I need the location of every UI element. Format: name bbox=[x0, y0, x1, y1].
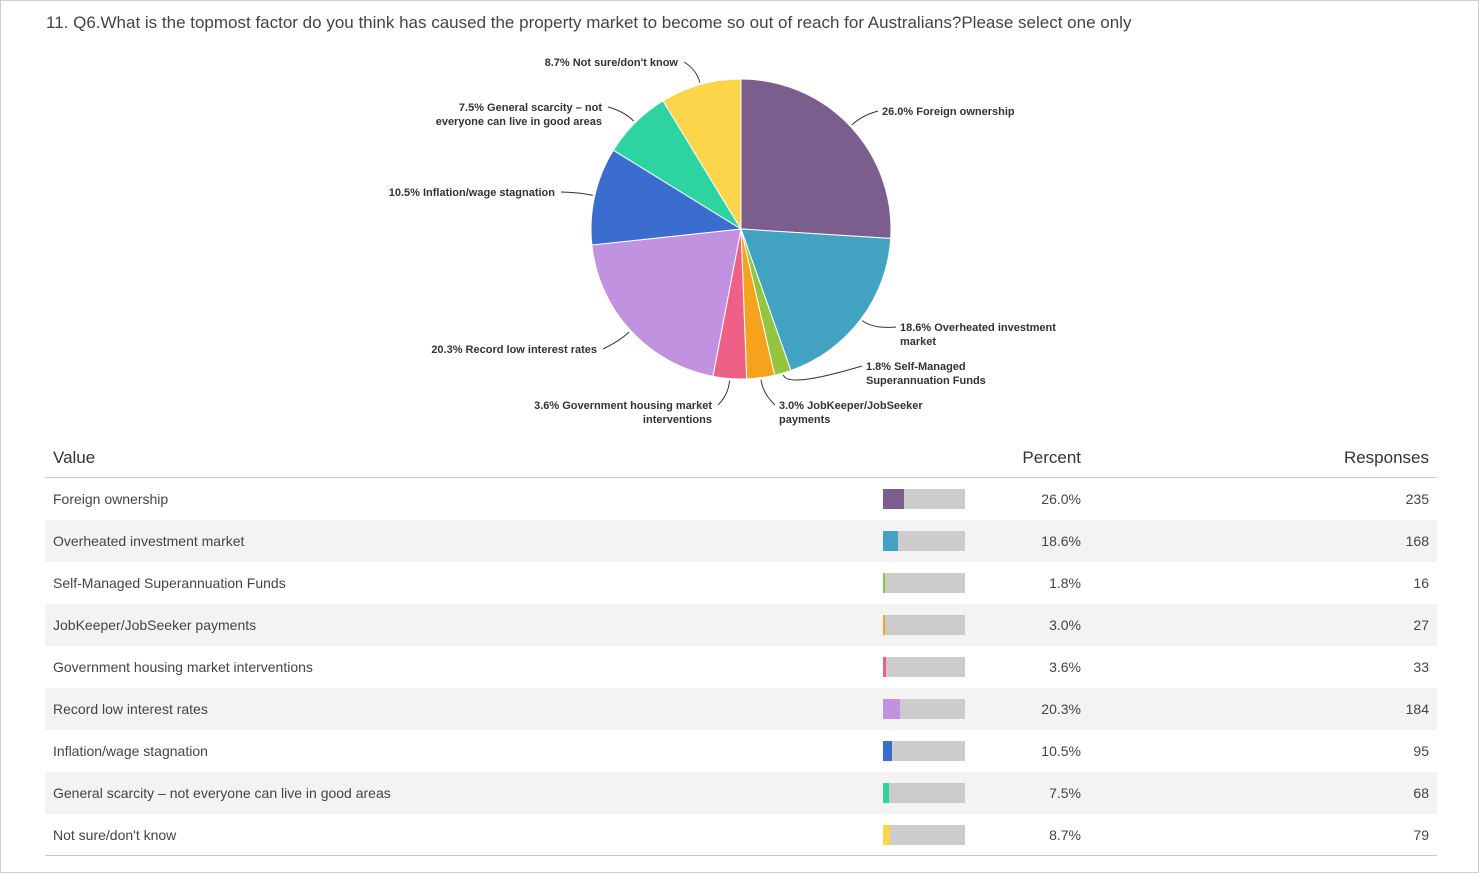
percent-bar bbox=[883, 615, 965, 635]
table-row: General scarcity – not everyone can live… bbox=[45, 772, 1437, 814]
slice-label: 3.6% Government housing market interventi… bbox=[534, 400, 712, 426]
header-percent: Percent bbox=[1022, 448, 1081, 467]
row-percent: 7.5% bbox=[1049, 785, 1081, 801]
row-percent: 3.0% bbox=[1049, 617, 1081, 633]
results-table: Value Percent Responses Foreign ownershi… bbox=[45, 438, 1437, 856]
slice-label: 3.0% JobKeeper/JobSeeker payments bbox=[779, 400, 923, 426]
row-value: General scarcity – not everyone can live… bbox=[53, 785, 391, 801]
row-responses: 184 bbox=[1405, 701, 1429, 717]
pie-slice[interactable] bbox=[590, 149, 743, 246]
pie-slice[interactable] bbox=[662, 78, 742, 231]
leader-line bbox=[717, 380, 731, 406]
table-row: Record low interest rates 20.3% 184 bbox=[45, 688, 1437, 730]
table-row: Self-Managed Superannuation Funds 1.8% 16 bbox=[45, 562, 1437, 604]
slice-label: 7.5% General scarcity – not everyone can … bbox=[436, 102, 603, 128]
pie-slice[interactable] bbox=[740, 228, 892, 372]
leader-line bbox=[782, 365, 863, 381]
row-value: Government housing market interventions bbox=[53, 659, 313, 675]
slice-label: 26.0% Foreign ownership bbox=[882, 106, 1015, 118]
slice-label: 18.6% Overheated investment market bbox=[900, 322, 1056, 348]
row-percent: 10.5% bbox=[1041, 743, 1081, 759]
row-value: Inflation/wage stagnation bbox=[53, 743, 208, 759]
percent-bar bbox=[883, 531, 965, 551]
slice-label: 10.5% Inflation/wage stagnation bbox=[389, 187, 556, 199]
percent-bar bbox=[883, 699, 965, 719]
table-row: Inflation/wage stagnation 10.5% 95 bbox=[45, 730, 1437, 772]
table-row: Foreign ownership 26.0% 235 bbox=[45, 478, 1437, 520]
row-responses: 168 bbox=[1405, 533, 1429, 549]
percent-bar-fill bbox=[883, 741, 892, 761]
pie-slice[interactable] bbox=[591, 228, 742, 377]
percent-bar-fill bbox=[883, 825, 891, 845]
percent-bar-fill bbox=[883, 489, 905, 509]
percent-bar bbox=[883, 657, 965, 677]
row-percent: 18.6% bbox=[1041, 533, 1081, 549]
row-percent: 8.7% bbox=[1049, 827, 1081, 843]
percent-bar-fill bbox=[883, 573, 885, 593]
row-value: JobKeeper/JobSeeker payments bbox=[53, 617, 257, 633]
question-title: 11. Q6.What is the topmost factor do you… bbox=[46, 13, 1132, 32]
row-value: Self-Managed Superannuation Funds bbox=[53, 575, 286, 591]
row-responses: 68 bbox=[1413, 785, 1429, 801]
percent-bar bbox=[883, 825, 965, 845]
percent-bar-fill bbox=[883, 531, 899, 551]
leader-line bbox=[861, 320, 897, 328]
row-responses: 95 bbox=[1413, 743, 1429, 759]
row-percent: 1.8% bbox=[1049, 575, 1081, 591]
row-percent: 20.3% bbox=[1041, 701, 1081, 717]
leader-line bbox=[683, 61, 701, 83]
leader-line bbox=[602, 331, 630, 350]
slice-label: 20.3% Record low interest rates bbox=[431, 344, 597, 356]
percent-bar bbox=[883, 573, 965, 593]
slice-label: 1.8% Self-Managed Superannuation Funds bbox=[866, 361, 986, 387]
row-value: Record low interest rates bbox=[53, 701, 208, 717]
leader-line bbox=[607, 106, 635, 122]
percent-bar-fill bbox=[883, 699, 900, 719]
percent-bar bbox=[883, 741, 965, 761]
table-row: Overheated investment market 18.6% 168 bbox=[45, 520, 1437, 562]
table-row: Not sure/don't know 8.7% 79 bbox=[45, 814, 1437, 856]
header-responses: Responses bbox=[1343, 448, 1429, 467]
percent-bar-fill bbox=[883, 783, 890, 803]
leader-line bbox=[851, 110, 879, 126]
slice-label: 8.7% Not sure/don't know bbox=[545, 57, 679, 69]
row-responses: 235 bbox=[1405, 491, 1429, 507]
table-body: Foreign ownership 26.0% 235 Overheated inve… bbox=[45, 478, 1437, 856]
row-responses: 16 bbox=[1413, 575, 1429, 591]
percent-bar-fill bbox=[883, 615, 886, 635]
percent-bar-fill bbox=[883, 657, 886, 677]
leader-line bbox=[760, 379, 776, 406]
row-value: Not sure/don't know bbox=[53, 827, 177, 843]
pie-chart: 26.0% Foreign ownership 18.6% Overheated … bbox=[389, 57, 1057, 426]
pie-slice[interactable] bbox=[740, 78, 892, 239]
table-row: JobKeeper/JobSeeker payments 3.0% 27 bbox=[45, 604, 1437, 646]
row-responses: 33 bbox=[1413, 659, 1429, 675]
row-percent: 26.0% bbox=[1041, 491, 1081, 507]
row-percent: 3.6% bbox=[1049, 659, 1081, 675]
row-value: Overheated investment market bbox=[53, 533, 245, 549]
percent-bar bbox=[883, 489, 965, 509]
row-responses: 27 bbox=[1413, 617, 1429, 633]
table-row: Government housing market interventions 3… bbox=[45, 646, 1437, 688]
percent-bar bbox=[883, 783, 965, 803]
row-value: Foreign ownership bbox=[53, 491, 169, 507]
header-value: Value bbox=[53, 448, 96, 467]
table-header: Value Percent Responses bbox=[45, 438, 1437, 478]
leader-line bbox=[560, 191, 593, 196]
row-responses: 79 bbox=[1413, 827, 1429, 843]
